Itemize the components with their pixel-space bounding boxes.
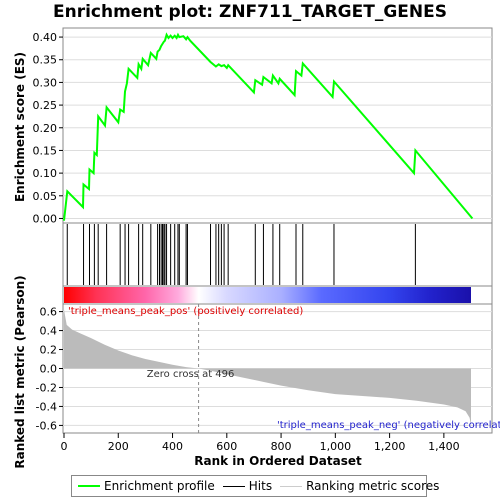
legend-label: Hits (248, 479, 273, 493)
x-tick-label: 800 (271, 440, 292, 453)
es-tick-label: 0.30 (33, 76, 58, 89)
metric-tick-label: 0.2 (40, 344, 58, 357)
x-axis-title: Rank in Ordered Dataset (194, 454, 362, 468)
metric-y-axis: 0.6 0.4 0.2 0.0 -0.2 -0.4 -0.6 (36, 306, 63, 432)
es-tick-label: 0.25 (33, 99, 58, 112)
es-tick-label: 0.05 (33, 190, 58, 203)
metric-tick-label: -0.6 (36, 419, 57, 432)
x-tick-label: 400 (162, 440, 183, 453)
x-tick-label: 0 (61, 440, 68, 453)
enrichment-profile-line (63, 32, 474, 221)
es-tick-label: 0.35 (33, 54, 58, 67)
es-y-axis: 0.00 0.05 0.10 0.15 0.20 0.25 0.30 0.35 0.40 (33, 31, 63, 225)
metric-tick-label: 0.6 (40, 306, 58, 319)
x-tick-label: 1,200 (374, 440, 406, 453)
positive-correlation-label: 'triple_means_peak_pos' (positively corr… (68, 306, 303, 317)
legend-swatch-gray (280, 485, 303, 487)
es-panel: 0.00 0.05 0.10 0.15 0.20 0.25 0.30 0.35 0.40 (33, 27, 493, 225)
legend-item-hits: Hits (222, 479, 273, 493)
es-panel-frame (62, 27, 493, 224)
legend-item-ranking-metric: Ranking metric scores (280, 479, 439, 493)
legend-swatch-green (78, 485, 100, 487)
x-tick-label: 600 (216, 440, 237, 453)
es-tick-label: 0.20 (33, 122, 58, 135)
colorbar-panel (62, 285, 493, 305)
ranking-metric-area (64, 309, 471, 426)
zero-cross-label: Zero cross at 496 (147, 369, 235, 380)
metric-axis-title: Ranked list metric (Pearson) (13, 275, 27, 468)
es-tick-label: 0.40 (33, 31, 58, 44)
es-tick-label: 0.10 (33, 167, 58, 180)
negative-correlation-label: 'triple_means_peak_neg' (negatively corr… (277, 420, 500, 431)
ranked-colorbar (64, 287, 471, 303)
legend-swatch-black (222, 485, 245, 487)
legend-item-enrichment-profile: Enrichment profile (78, 479, 215, 493)
hits-panel (62, 222, 493, 287)
x-tick-label: 1,000 (320, 440, 352, 453)
x-tick-label: 200 (108, 440, 129, 453)
legend-label: Enrichment profile (104, 479, 215, 493)
x-axis: 0 200 400 600 800 1,000 1,200 1,400 (61, 433, 460, 453)
x-tick-label: 1,400 (428, 440, 460, 453)
metric-tick-label: -0.4 (36, 400, 57, 413)
legend: Enrichment profile Hits Ranking metric s… (71, 475, 439, 497)
chart-title: Enrichment plot: ZNF711_TARGET_GENES (53, 2, 447, 22)
legend-label: Ranking metric scores (306, 479, 440, 493)
es-axis-title: Enrichment score (ES) (13, 52, 27, 202)
metric-tick-label: 0.0 (40, 363, 58, 376)
hits-panel-frame (62, 222, 493, 287)
es-tick-label: 0.00 (33, 212, 58, 225)
es-tick-label: 0.15 (33, 144, 58, 157)
metric-tick-label: -0.2 (36, 381, 57, 394)
metric-tick-label: 0.4 (40, 325, 58, 338)
metric-panel: Zero cross at 496 'triple_means_peak_pos… (36, 303, 500, 434)
